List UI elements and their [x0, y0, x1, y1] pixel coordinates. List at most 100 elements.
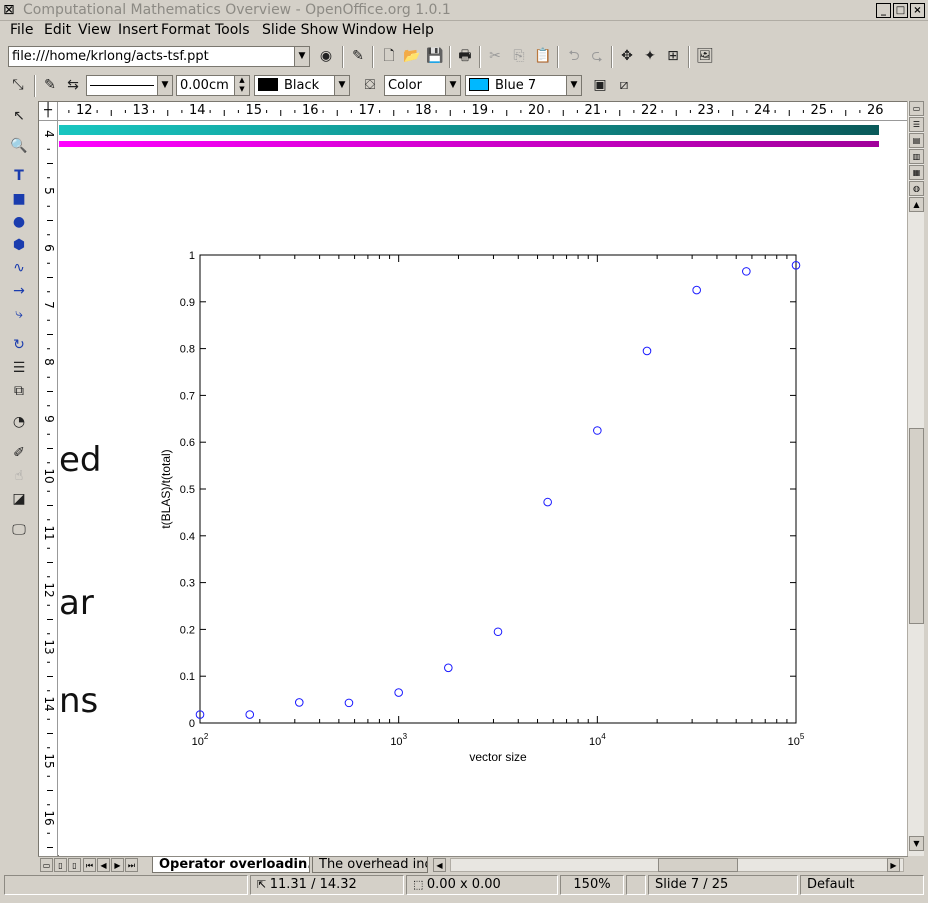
vertical-scrollbar[interactable]: ▭ ☰ ▤ ▥ ▦ ◍ ▲ ▼: [907, 101, 924, 856]
paste-icon[interactable]: 📋: [534, 48, 552, 64]
curve-tool-icon[interactable]: ∿: [13, 260, 25, 276]
line-arrow-tool-icon[interactable]: →: [13, 283, 25, 299]
menu-view[interactable]: View: [78, 22, 112, 38]
line-color-dropdown-button[interactable]: ▼: [334, 76, 349, 95]
copy-icon[interactable]: ⎘: [513, 48, 525, 64]
first-slide-button[interactable]: ⏮: [83, 858, 96, 872]
scatter-chart[interactable]: 00.10.20.30.40.50.60.70.80.91 102 103 104 1…: [159, 242, 819, 762]
zoom-icon[interactable]: 🔍: [10, 138, 28, 154]
ruler-label: 23: [697, 103, 715, 118]
line-style-select[interactable]: ▼: [86, 75, 173, 96]
magenta-header-band[interactable]: [59, 141, 879, 147]
scroll-right-button[interactable]: ▶: [887, 858, 900, 872]
scroll-left-button[interactable]: ◀: [433, 858, 446, 872]
next-slide-button[interactable]: ▶: [111, 858, 124, 872]
text-fragment[interactable]: ed: [59, 440, 102, 480]
start-slide-show-icon[interactable]: 🖵: [12, 522, 26, 538]
line-width-field[interactable]: 0.00cm ▲ ▼: [176, 75, 250, 96]
line-ends-icon[interactable]: ⇆: [67, 77, 79, 93]
3d-effects-icon[interactable]: ◪: [12, 491, 26, 507]
tab-overhead[interactable]: The overhead incl: [312, 857, 428, 873]
area-color-dropdown-button[interactable]: ▼: [566, 76, 581, 95]
last-slide-button[interactable]: ⏭: [125, 858, 138, 872]
slide-effects-icon[interactable]: ✐: [13, 445, 25, 461]
menu-slide-show[interactable]: Slide Show: [262, 22, 339, 38]
area-style-dropdown-button[interactable]: ▼: [445, 76, 460, 95]
text-tool-icon[interactable]: T: [14, 168, 24, 184]
drawing-mode-button[interactable]: ▭: [40, 858, 53, 872]
handout-view-button[interactable]: ▦: [909, 165, 924, 180]
open-folder-icon[interactable]: 📂: [403, 48, 421, 64]
ellipse-tool-icon[interactable]: ●: [12, 214, 26, 230]
url-field[interactable]: file:///home/krlong/acts-tsf.ppt ▼: [8, 46, 310, 67]
line-width-spinner[interactable]: ▲ ▼: [234, 76, 249, 95]
openoffice-icon[interactable]: ⊠: [3, 2, 15, 18]
undo-icon[interactable]: ⮌: [568, 48, 580, 64]
ruler-label: 26: [867, 103, 884, 118]
select-mode-icon[interactable]: ⤡: [12, 77, 24, 93]
alignment-icon[interactable]: ☰: [12, 360, 26, 376]
save-icon[interactable]: 💾: [426, 48, 444, 64]
text-fragment[interactable]: ns: [59, 681, 99, 721]
text-fragment[interactable]: ar: [59, 583, 94, 623]
menu-edit[interactable]: Edit: [44, 22, 72, 38]
slides-view-button[interactable]: ▤: [909, 133, 924, 148]
edit-file-icon[interactable]: ✎: [352, 48, 364, 64]
line-icon[interactable]: ✎: [44, 77, 56, 93]
previous-slide-button[interactable]: ◀: [97, 858, 110, 872]
vertical-scroll-thumb[interactable]: [909, 428, 924, 624]
horizontal-ruler[interactable]: 12 13 14 15 16 17 18 19 20 21 22 23 24 25 26: [58, 102, 907, 121]
stop-loading-icon[interactable]: ◉: [319, 48, 333, 64]
ruler-origin[interactable]: ┼: [39, 102, 58, 121]
scroll-up-button[interactable]: ▲: [909, 197, 924, 212]
tab-operator-overloading[interactable]: Operator overloadin...: [152, 857, 310, 873]
horizontal-scroll-thumb[interactable]: [658, 858, 738, 872]
menu-insert[interactable]: Insert: [118, 22, 159, 38]
shadow-icon[interactable]: ▣: [593, 77, 607, 93]
stylist-icon[interactable]: ✦: [644, 48, 656, 64]
slide-sorter-button[interactable]: ◍: [909, 181, 924, 196]
area-color-select[interactable]: Blue 7 ▼: [465, 75, 582, 96]
rectangle-tool-icon[interactable]: ■: [12, 191, 26, 207]
menu-format[interactable]: Format: [161, 22, 211, 38]
notes-view-button[interactable]: ▥: [909, 149, 924, 164]
new-document-icon[interactable]: 🗋: [383, 48, 395, 64]
connector-tool-icon[interactable]: ⤷: [15, 306, 23, 322]
minimize-button[interactable]: _: [876, 3, 891, 18]
menu-tools[interactable]: Tools: [215, 22, 250, 38]
arrange-icon[interactable]: ⧉: [14, 383, 24, 399]
separator: [449, 46, 451, 68]
area-style-select[interactable]: Color ▼: [384, 75, 461, 96]
data-sources-icon[interactable]: ⊞: [667, 48, 679, 64]
print-icon[interactable]: 🖶: [458, 48, 472, 64]
redo-icon[interactable]: ⮎: [591, 48, 603, 64]
master-view-button[interactable]: ▯: [54, 858, 67, 872]
select-arrow-icon[interactable]: ↖: [13, 108, 25, 124]
menu-file[interactable]: File: [10, 22, 34, 38]
navigator-icon[interactable]: ✥: [621, 48, 633, 64]
maximize-button[interactable]: □: [893, 3, 908, 18]
line-style-dropdown-button[interactable]: ▼: [157, 76, 172, 95]
gallery-icon[interactable]: 🖼: [696, 48, 714, 64]
data-point: [791, 260, 801, 270]
vertical-ruler[interactable]: 4 5 6 7 8 9 10 11 12 13 14 15 16: [39, 121, 58, 856]
slide-canvas[interactable]: ed ar ns 0 0.1 0.2 0.3 0.4 0.5 0.6 0.7 0.8 0.9 1 1…: [59, 122, 907, 856]
layer-mode-button[interactable]: ▯: [68, 858, 81, 872]
3d-objects-icon[interactable]: ⬢: [12, 237, 26, 253]
cut-icon[interactable]: ✂: [489, 48, 501, 64]
scroll-down-button[interactable]: ▼: [909, 836, 924, 851]
area-dialog-icon[interactable]: ⧄: [619, 77, 629, 93]
status-zoom[interactable]: 150%: [560, 875, 624, 895]
rotate-icon[interactable]: ↻: [13, 337, 25, 353]
close-button[interactable]: ×: [910, 3, 925, 18]
drawing-view-button[interactable]: ▭: [909, 101, 924, 116]
interaction-icon[interactable]: ☝: [14, 468, 24, 484]
area-fill-icon[interactable]: ⛋: [364, 77, 376, 93]
teal-header-band[interactable]: [59, 125, 879, 135]
url-dropdown-button[interactable]: ▼: [294, 47, 309, 66]
insert-object-icon[interactable]: ◔: [12, 414, 26, 430]
menu-help[interactable]: Help: [402, 22, 434, 38]
outline-view-button[interactable]: ☰: [909, 117, 924, 132]
line-color-select[interactable]: Black ▼: [254, 75, 350, 96]
menu-window[interactable]: Window: [342, 22, 398, 38]
